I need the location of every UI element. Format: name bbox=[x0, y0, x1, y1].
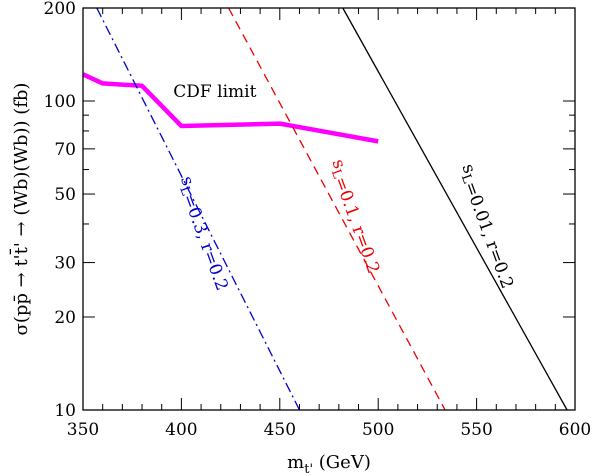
x-tick-label: 550 bbox=[460, 420, 492, 440]
axis-ticks bbox=[82, 7, 576, 411]
y-tick-label: 200 bbox=[44, 0, 76, 19]
series-line-s-l-0-3-r-0-2 bbox=[96, 7, 301, 411]
x-tick-label: 600 bbox=[559, 420, 591, 440]
y-tick-label: 50 bbox=[54, 185, 76, 205]
series-line-cdf-limit bbox=[82, 72, 379, 144]
y-axis-title: σ(pp̄ → t't̄' → (Wb)(Wb)) (fb) bbox=[8, 83, 32, 336]
series-line-s-l-0-01-r-0-2 bbox=[342, 7, 568, 411]
y-tick-label: 10 bbox=[54, 401, 76, 421]
x-tick-label: 450 bbox=[264, 420, 296, 440]
x-tick-label: 400 bbox=[165, 420, 197, 440]
annotation-label: CDF limit bbox=[173, 82, 256, 102]
y-tick-label: 20 bbox=[54, 308, 76, 328]
x-tick-label: 350 bbox=[67, 420, 99, 440]
annotation-label: sL=0.01, r=0.2 bbox=[454, 161, 521, 291]
tick-labels: 350 400 450 500 550 600 10 20 30 50 70 100 200 bbox=[44, 0, 592, 440]
plot-frame bbox=[82, 7, 576, 411]
series-lines bbox=[82, 7, 568, 411]
annotation-label: sL=0.1, r=0.2 bbox=[324, 156, 387, 276]
series-line-s-l-0-1-r-0-2 bbox=[228, 7, 446, 411]
y-tick-label: 70 bbox=[54, 140, 76, 160]
y-tick-label: 30 bbox=[54, 254, 76, 274]
x-tick-label: 500 bbox=[362, 420, 394, 440]
x-axis-title: mt' (GeV) bbox=[287, 452, 371, 476]
annotation-label: sL=0.3, r=0.2 bbox=[172, 173, 235, 293]
y-tick-label: 100 bbox=[44, 92, 76, 112]
